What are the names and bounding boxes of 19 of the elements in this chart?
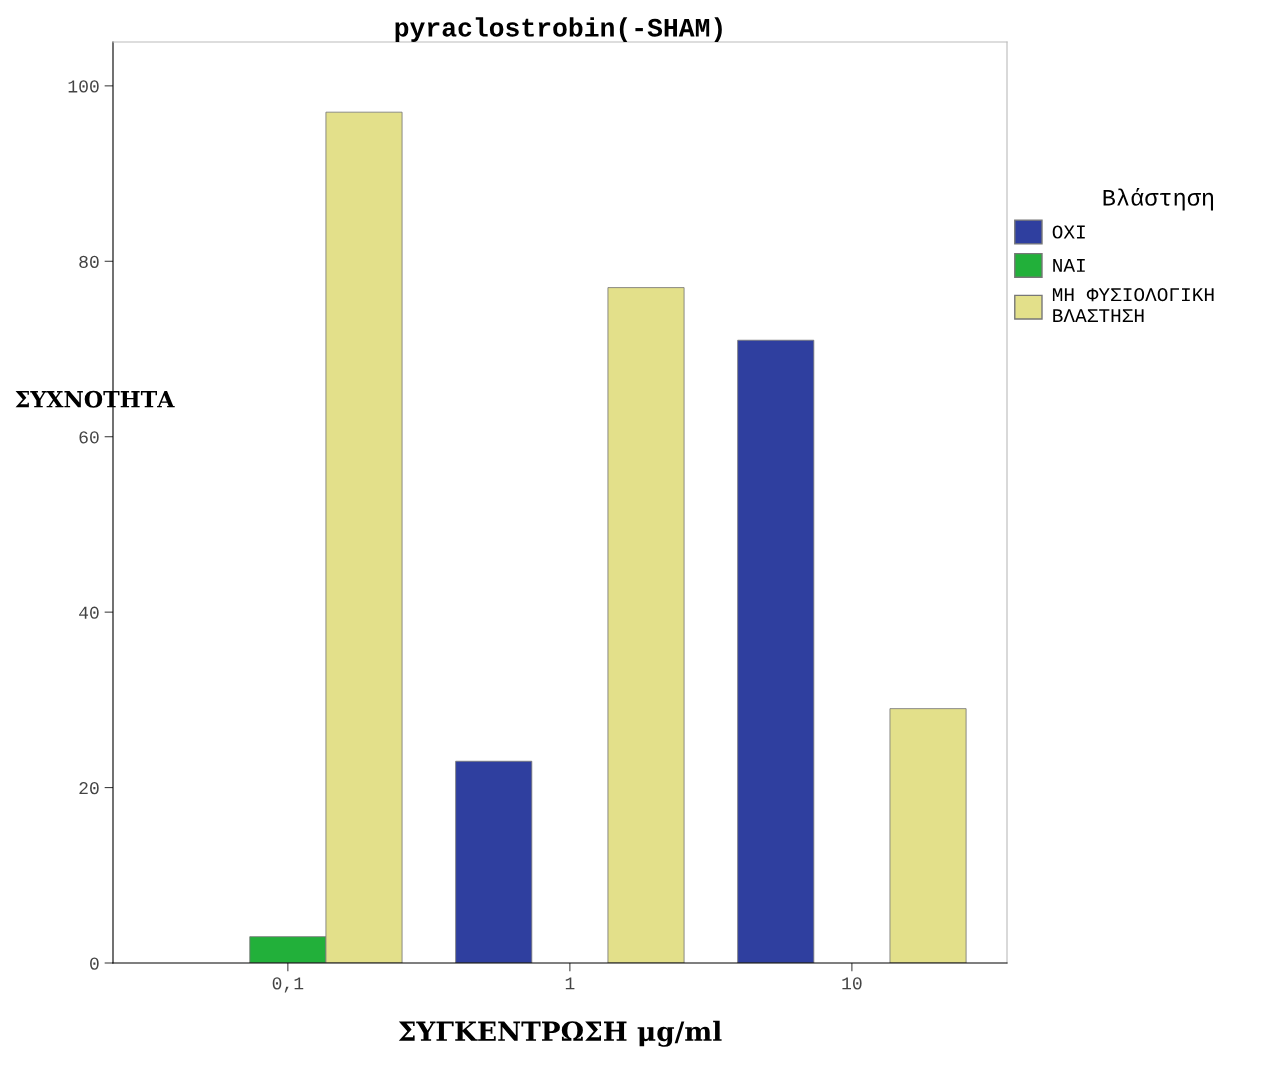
x-axis-title: ΣΥΓΚΕΝΤΡΩΣΗ μg/ml [398,1020,722,1047]
y-tick-label: 60 [79,431,99,444]
y-tick-label: 0 [90,957,99,970]
legend-label: ΝΑΙ [1053,259,1085,272]
y-tick-label: 80 [79,255,99,269]
y-tick-label: 100 [68,80,99,93]
x-tick-label: 0,1 [272,977,304,993]
legend-label: ΜΗ ΦΥΣΙΟΛΟΓΙΚΗ ΒΛΑΣΤΗΣΗ [1052,288,1214,323]
x-tick-label: 10 [842,977,862,990]
y-tick-label: 40 [79,606,99,619]
x-tick-label: 1 [565,977,575,990]
bar [889,708,967,963]
bar [607,287,685,963]
bar [737,339,815,963]
bar [455,760,533,963]
legend-title: Βλάστηση [1103,187,1214,211]
chart-title: pyraclostrobin(-SHAM) [395,17,722,42]
legend-label: ΟΧΙ [1052,225,1085,239]
y-tick-label: 20 [79,782,99,795]
